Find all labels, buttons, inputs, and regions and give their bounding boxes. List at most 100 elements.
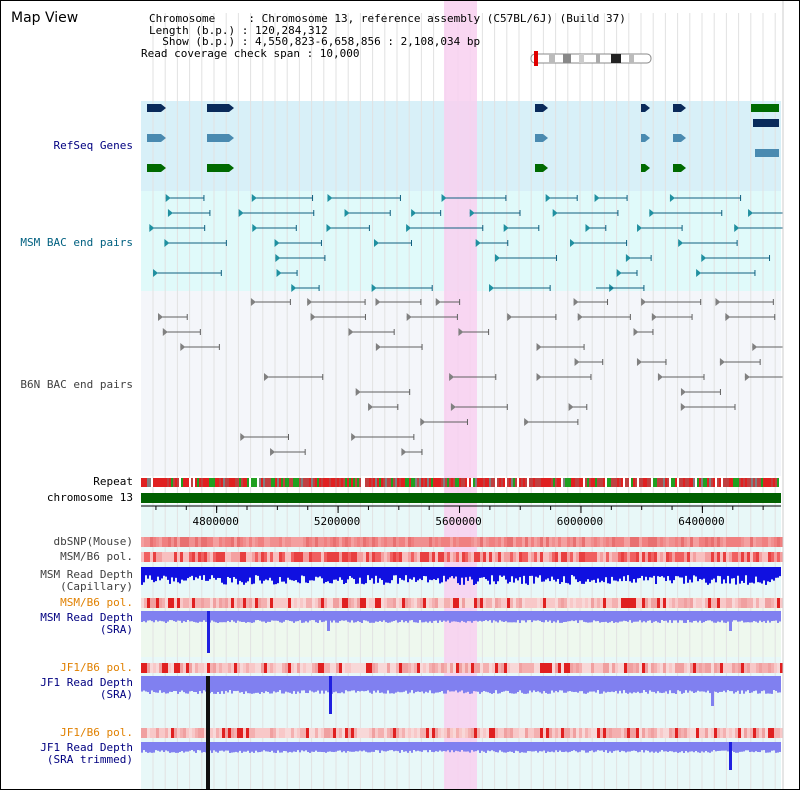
- track-label-msm-b6-pol-1[interactable]: MSM/B6 pol.: [60, 550, 133, 563]
- jf1-b6-pol-cell: [234, 728, 237, 738]
- track-label-chromosome[interactable]: chromosome 13: [46, 491, 133, 504]
- msm-capillary-depth-bar: [141, 567, 143, 585]
- jf1-sra-depth-bar: [345, 676, 347, 691]
- jf1-trimmed-depth-bar: [153, 742, 155, 753]
- track-label-msm-depth-capillary[interactable]: MSM Read Depth (Capillary): [40, 569, 133, 593]
- jf1-b6-pol-cell: [753, 663, 756, 673]
- jf1-sra-depth-bar: [303, 676, 305, 691]
- jf1-trimmed-depth-bar: [467, 742, 469, 752]
- jf1-b6-pol-cell: [462, 728, 465, 738]
- repeat-block: [415, 478, 417, 487]
- msm-sra-depth-bar: [681, 611, 683, 621]
- repeat-block: [241, 478, 243, 487]
- msm-capillary-depth-bar: [689, 567, 691, 580]
- jf1-trimmed-depth-bar: [439, 742, 441, 751]
- jf1-sra-depth-bar: [775, 676, 777, 691]
- msm-capillary-depth-bar: [427, 567, 429, 583]
- jf1-sra-depth-bar: [483, 676, 485, 692]
- msm-capillary-depth-bar: [507, 567, 509, 584]
- track-label-msm-bac[interactable]: MSM BAC end pairs: [20, 236, 133, 249]
- jf1-b6-pol-cell: [201, 728, 204, 738]
- msm-capillary-depth-bar: [535, 567, 537, 577]
- msm-capillary-depth-bar: [531, 567, 533, 576]
- jf1-sra-depth-bar: [359, 676, 361, 692]
- msm-b6-pol-cell: [756, 598, 759, 608]
- jf1-sra-depth-bar: [687, 676, 689, 693]
- msm-capillary-depth-bar: [711, 567, 713, 580]
- repeat-block: [595, 478, 597, 487]
- msm-b6-pol-cell: [480, 552, 483, 562]
- jf1-trimmed-depth-bar: [333, 742, 335, 753]
- b6n-bac-end: [680, 388, 686, 396]
- msm-capillary-depth-bar: [359, 567, 361, 578]
- repeat-block: [377, 478, 379, 487]
- jf1-sra-depth-bar: [657, 676, 659, 692]
- msm-sra-depth-bar: [305, 611, 307, 622]
- jf1-b6-pol-cell: [738, 663, 741, 673]
- msm-sra-depth-bar: [693, 611, 695, 621]
- track-label-jf1-b6-pol-2[interactable]: JF1/B6 pol.: [60, 726, 133, 739]
- jf1-sra-depth-bar: [481, 676, 483, 693]
- track-label-repeat[interactable]: Repeat: [93, 475, 133, 488]
- repeat-block: [569, 478, 571, 487]
- label-line: JF1 Read Depth: [40, 741, 133, 754]
- track-label-b6n-bac[interactable]: B6N BAC end pairs: [20, 378, 133, 391]
- repeat-block: [441, 478, 443, 487]
- jf1-b6-pol-cell: [558, 728, 561, 738]
- jf1-trimmed-depth-bar: [491, 742, 493, 751]
- track-label-jf1-b6-pol-1[interactable]: JF1/B6 pol.: [60, 661, 133, 674]
- repeat-block: [355, 478, 357, 487]
- msm-sra-depth-bar: [275, 611, 277, 621]
- jf1-trimmed-depth-bar: [515, 742, 517, 751]
- track-label-refseq[interactable]: RefSeq Genes: [53, 139, 133, 152]
- msm-b6-pol-cell: [444, 598, 447, 608]
- refseq-gene-arrow: [161, 134, 166, 142]
- msm-capillary-depth-bar: [191, 567, 193, 576]
- dbsnp-cell: [711, 537, 714, 547]
- jf1-sra-depth-bar: [375, 676, 377, 693]
- repeat-block: [757, 478, 759, 487]
- jf1-sra-depth-bar: [185, 676, 187, 694]
- jf1-sra-depth-bar: [263, 676, 265, 694]
- jf1-sra-depth-bar: [215, 676, 217, 694]
- track-label-jf1-depth-trimmed[interactable]: JF1 Read Depth (SRA trimmed): [40, 742, 133, 766]
- track-label-msm-depth-sra[interactable]: MSM Read Depth (SRA): [40, 612, 133, 636]
- repeat-block: [511, 478, 513, 487]
- jf1-sra-depth-bar: [723, 676, 725, 691]
- jf1-b6-pol-cell: [615, 663, 618, 673]
- jf1-sra-depth-bar: [491, 676, 493, 694]
- dbsnp-cell: [297, 537, 300, 547]
- b6n-bac-end: [406, 313, 412, 321]
- jf1-trimmed-depth-bar: [297, 742, 299, 751]
- jf1-trimmed-depth-bar: [501, 742, 503, 752]
- msm-capillary-depth-bar: [631, 567, 633, 583]
- refseq-gene-arrow: [543, 104, 548, 112]
- dbsnp-cell: [348, 537, 351, 547]
- msm-sra-depth-bar: [159, 611, 161, 621]
- jf1-b6-pol-cell: [606, 728, 609, 738]
- msm-capillary-depth-bar: [301, 567, 303, 576]
- msm-b6-pol-cell: [486, 598, 489, 608]
- dbsnp-cell: [648, 537, 651, 547]
- jf1-trimmed-depth-bar: [145, 742, 147, 752]
- msm-capillary-depth-bar: [371, 567, 373, 579]
- jf1-sra-depth-bar: [763, 676, 765, 691]
- track-label-msm-b6-pol-2[interactable]: MSM/B6 pol.: [60, 596, 133, 609]
- msm-b6-pol-cell: [378, 552, 381, 562]
- msm-b6-pol-cell: [426, 552, 429, 562]
- msm-capillary-depth-bar: [599, 567, 601, 583]
- b6n-bac-end: [375, 298, 381, 306]
- repeat-block: [149, 478, 151, 487]
- msm-b6-pol-cell: [366, 598, 369, 608]
- repeat-block: [211, 478, 213, 487]
- track-label-dbsnp[interactable]: dbSNP(Mouse): [53, 535, 133, 548]
- jf1-sra-depth-bar: [731, 676, 733, 692]
- jf1-sra-depth-bar: [709, 676, 711, 694]
- msm-capillary-depth-bar: [667, 567, 669, 577]
- track-label-jf1-depth-sra[interactable]: JF1 Read Depth (SRA): [40, 677, 133, 701]
- jf1-sra-depth-bar: [525, 676, 527, 694]
- jf1-b6-pol-cell: [501, 663, 504, 673]
- repeat-block: [437, 478, 439, 487]
- msm-sra-depth-bar: [753, 611, 755, 622]
